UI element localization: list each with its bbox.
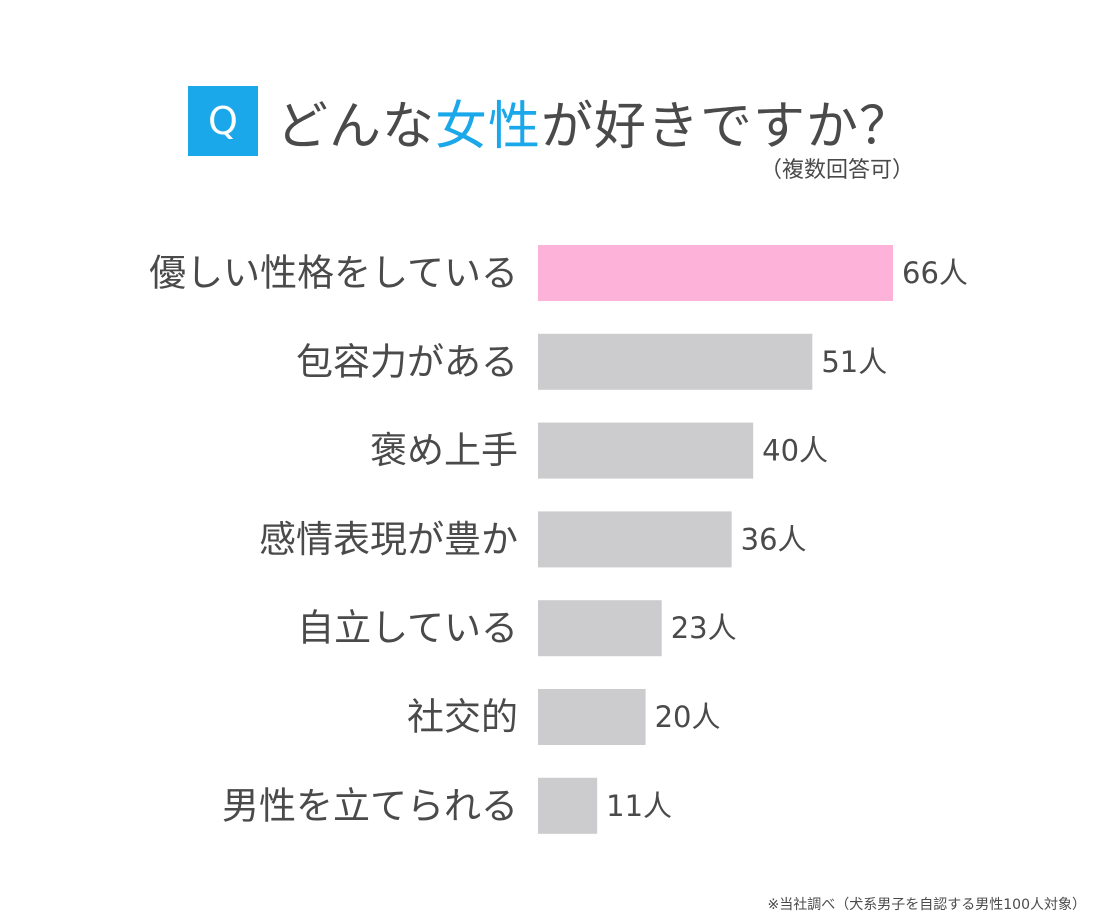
question-badge: Q <box>188 86 258 156</box>
footnote: ※当社調べ（犬系男子を自認する男性100人対象） <box>767 897 1086 913</box>
value-label-2: 51人 <box>821 345 887 379</box>
category-label-7: 男性を立てられる <box>222 784 518 827</box>
value-label-3: 40人 <box>762 434 828 468</box>
question-subtitle: （複数回答可） <box>759 158 914 183</box>
bar-3 <box>538 422 754 479</box>
title-part-accent: 女性 <box>435 96 542 157</box>
bar-1 <box>538 245 893 301</box>
value-label-1: 66人 <box>902 256 968 290</box>
bar-7 <box>538 777 598 834</box>
bar-5 <box>538 600 662 657</box>
question-header: Q どんな女性が好きですか？ <box>188 84 912 158</box>
title-part-after: が好きですか？ <box>541 96 913 157</box>
title-part-before: どんな <box>276 96 436 157</box>
value-label-4: 36人 <box>741 522 807 556</box>
value-label-7: 11人 <box>606 789 672 823</box>
category-label-3: 褒め上手 <box>370 429 518 472</box>
value-label-5: 23人 <box>671 611 737 645</box>
bar-2 <box>538 333 813 390</box>
category-label-5: 自立している <box>297 607 518 650</box>
value-label-6: 20人 <box>655 700 721 734</box>
category-label-1: 優しい性格をしている <box>149 252 518 295</box>
category-label-6: 社交的 <box>407 696 518 739</box>
bar-6 <box>538 689 646 745</box>
bar-4 <box>538 511 732 568</box>
question-title: どんな女性が好きですか？ <box>276 84 912 159</box>
category-label-2: 包容力がある <box>296 340 518 383</box>
category-label-4: 感情表現が豊か <box>259 518 518 561</box>
